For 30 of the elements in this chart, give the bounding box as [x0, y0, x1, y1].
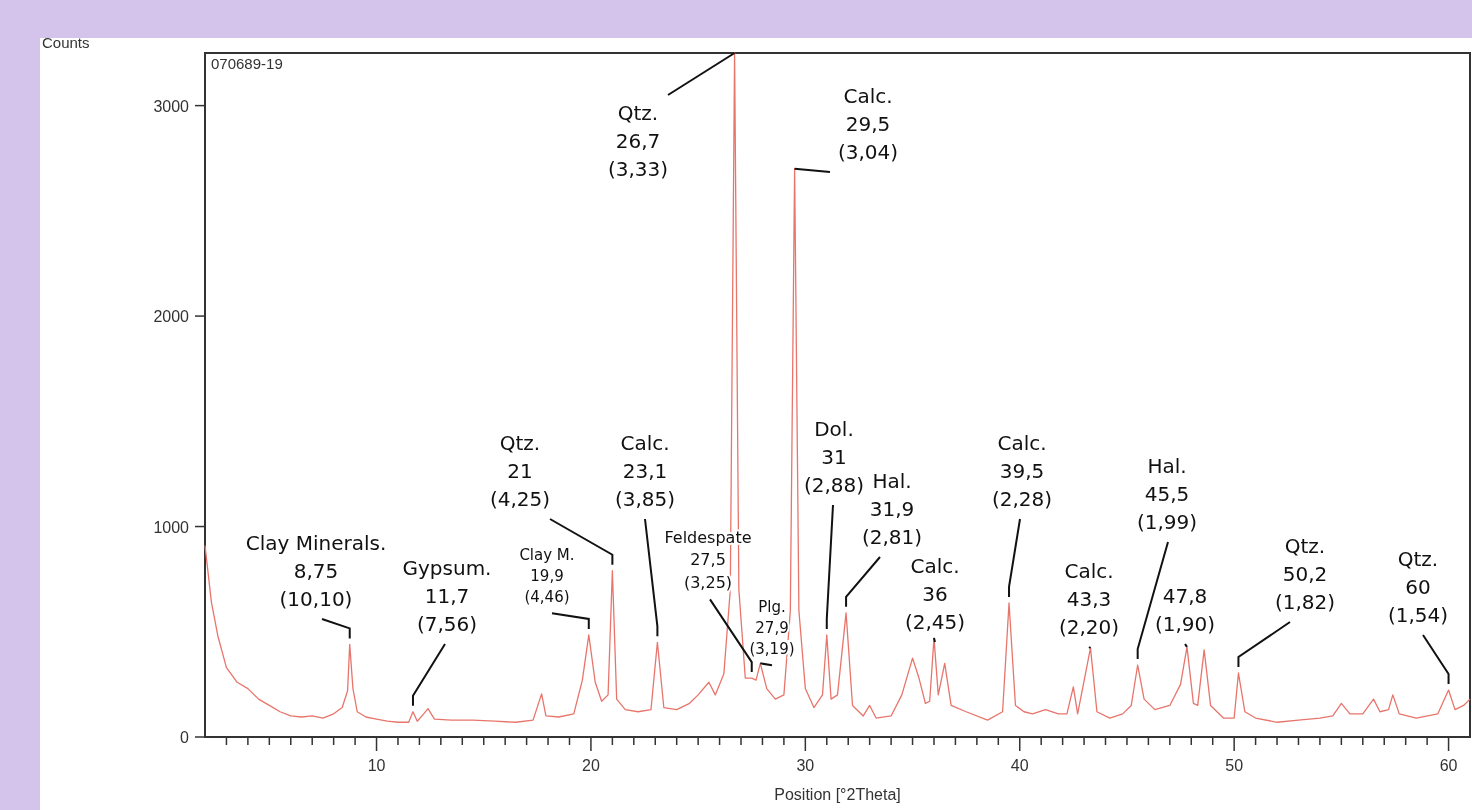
annotation: Calc. 36 (2,45)	[904, 554, 966, 634]
y-tick-label: 0	[180, 729, 190, 746]
annotation: Gypsum. 11,7 (7,56)	[402, 556, 492, 636]
annotation: Plg. 27,9 (3,19)	[749, 598, 795, 658]
annotation: Dol. 31 (2,88)	[803, 417, 865, 497]
x-tick-label: 30	[796, 757, 815, 774]
annotation: Clay Minerals. 8,75 (10,10)	[245, 531, 387, 611]
annotation: Clay M. 19,9 (4,46)	[519, 546, 575, 606]
annotation: Qtz. 60 (1,54)	[1387, 547, 1449, 627]
annotation: Qtz. 50,2 (1,82)	[1274, 534, 1336, 614]
x-tick-label: 60	[1439, 757, 1458, 774]
x-tick-label: 40	[1010, 757, 1029, 774]
annotation: Qtz. 26,7 (3,33)	[607, 101, 669, 181]
annotation: Qtz. 21 (4,25)	[489, 431, 551, 511]
annotation: Calc. 23,1 (3,85)	[614, 431, 676, 511]
annotation: Calc. 43,3 (2,20)	[1058, 559, 1120, 639]
y-tick-label: 1000	[153, 518, 190, 536]
annotation: 070689-19	[211, 55, 283, 72]
y-tick-label: 3000	[153, 97, 190, 115]
annotation: Calc. 39,5 (2,28)	[991, 431, 1053, 511]
annotation: Calc. 29,5 (3,04)	[837, 84, 899, 164]
line-series	[204, 52, 1471, 723]
annotation: 47,8 (1,90)	[1154, 584, 1216, 636]
x-tick-label: 10	[367, 757, 386, 774]
x-axis-title: Position [°2Theta]	[774, 786, 901, 803]
x-tick-label: 20	[582, 757, 600, 774]
annotation: Hal. 45,5 (1,99)	[1136, 454, 1198, 534]
y-tick-label: 2000	[153, 308, 190, 326]
x-tick-label: 50	[1225, 757, 1244, 774]
y-axis-title: Counts	[42, 34, 90, 51]
